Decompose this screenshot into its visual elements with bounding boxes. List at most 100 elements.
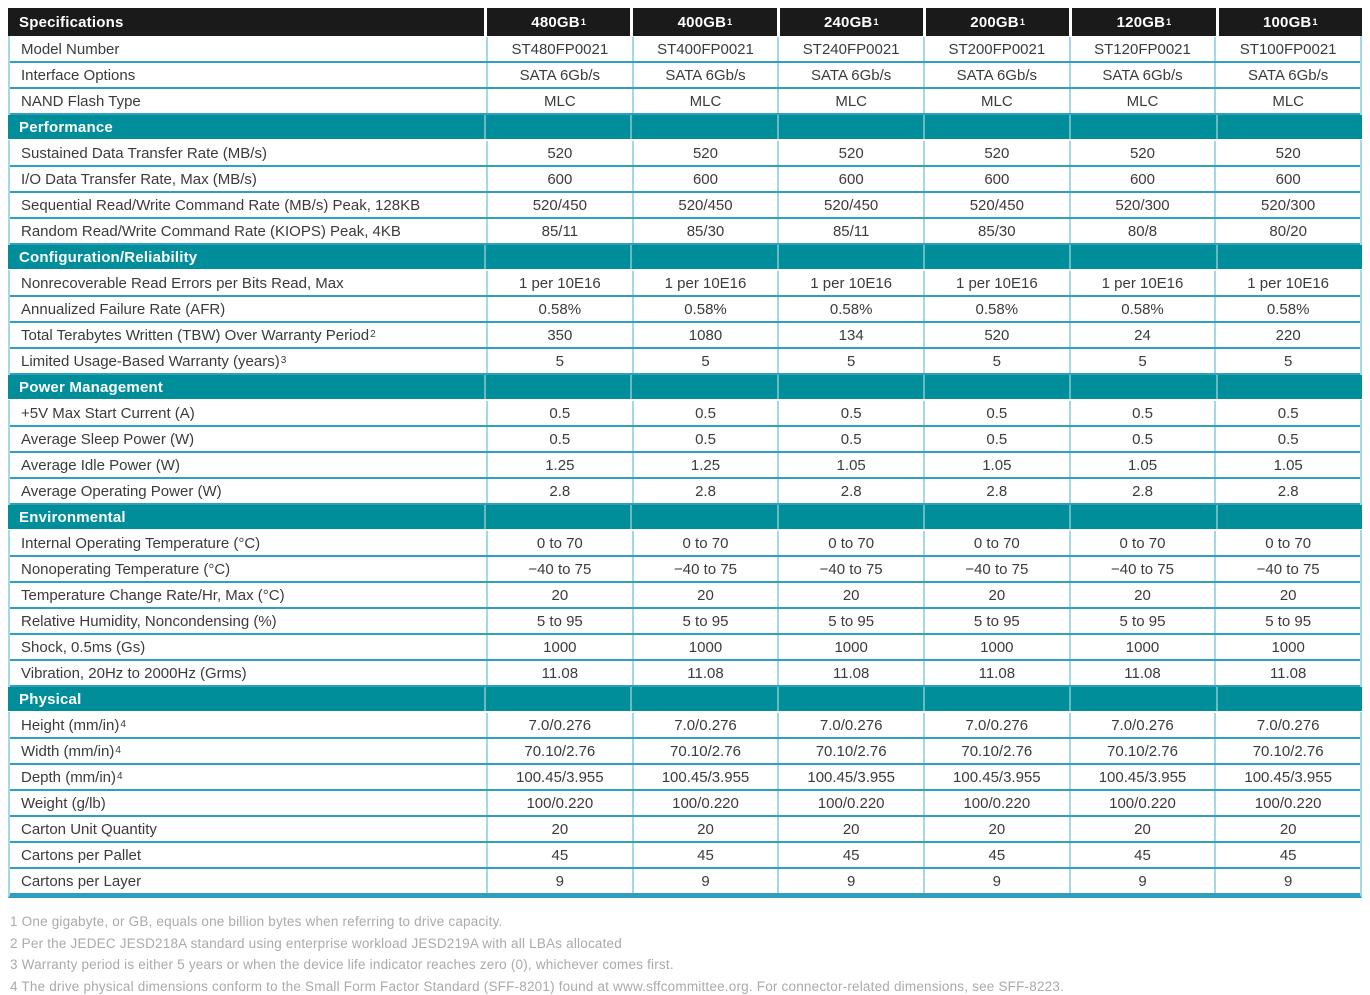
table-row: Sustained Data Transfer Rate (MB/s) 520 52… xyxy=(10,140,1360,167)
cell-value: 70.10/2.76 xyxy=(1068,739,1215,763)
row-label: Weight (g/lb) xyxy=(21,794,106,812)
row-label: Vibration, 20Hz to 2000Hz (Grms) xyxy=(21,664,247,682)
cell-value: 5 xyxy=(1068,349,1215,373)
cell-value: 0.5 xyxy=(631,427,778,451)
cell-value: 0.58% xyxy=(1068,297,1215,321)
row-label: Average Operating Power (W) xyxy=(21,482,222,500)
cell-value: 350 xyxy=(486,323,632,347)
cell-value: 85/11 xyxy=(777,219,923,243)
cell-value: 0.5 xyxy=(777,427,923,451)
footnotes: 1 One gigabyte, or GB, equals one billio… xyxy=(10,911,1360,995)
cell-value: 7.0/0.276 xyxy=(486,713,632,737)
row-label: Nonrecoverable Read Errors per Bits Read… xyxy=(21,274,344,292)
cell-value: 70.10/2.76 xyxy=(631,739,778,763)
cell-value: SATA 6Gb/s xyxy=(1214,63,1360,87)
cell-value: −40 to 75 xyxy=(1068,557,1215,581)
cell-value: 11.08 xyxy=(631,661,778,685)
section-filler xyxy=(776,115,923,139)
cell-value: 100/0.220 xyxy=(777,791,923,815)
cell-value: 11.08 xyxy=(1068,661,1215,685)
cell-value: 80/8 xyxy=(1068,219,1215,243)
cell-value: 2.8 xyxy=(1068,479,1215,503)
cell-value: 20 xyxy=(923,817,1069,841)
section-filler xyxy=(630,505,776,529)
cell-value: MLC xyxy=(923,89,1069,113)
cell-value: 1.05 xyxy=(1214,453,1360,477)
section-filler xyxy=(1215,505,1362,529)
cell-value: 0.5 xyxy=(923,401,1069,425)
row-label: I/O Data Transfer Rate, Max (MB/s) xyxy=(21,170,257,188)
section-filler xyxy=(1069,505,1215,529)
section-filler xyxy=(484,687,630,711)
cell-value: 220 xyxy=(1214,323,1360,347)
row-label: Relative Humidity, Noncondensing (%) xyxy=(21,612,277,630)
cell-value: 7.0/0.276 xyxy=(631,713,778,737)
row-label: Interface Options xyxy=(21,66,136,84)
cell-value: 20 xyxy=(1068,817,1215,841)
table-row: Cartons per Layer 9 9 9 9 9 9 xyxy=(10,869,1360,895)
cell-value: 1.05 xyxy=(777,453,923,477)
cell-value: 0.58% xyxy=(486,297,632,321)
section-filler xyxy=(484,505,630,529)
cell-value: 1080 xyxy=(631,323,778,347)
table-row: Temperature Change Rate/Hr, Max (°C) 20 20… xyxy=(10,583,1360,609)
row-label: Cartons per Layer xyxy=(21,872,142,890)
cell-value: 45 xyxy=(631,843,778,867)
cell-value: 520 xyxy=(1068,141,1215,165)
table-row: Average Idle Power (W) 1.25 1.25 1.05 1.05 1.… xyxy=(10,453,1360,479)
cell-value: 20 xyxy=(486,817,632,841)
cell-value: 5 xyxy=(777,349,923,373)
cell-value: ST200FP0021 xyxy=(923,37,1069,61)
cell-value: 7.0/0.276 xyxy=(777,713,923,737)
cell-value: 100.45/3.955 xyxy=(1068,765,1215,789)
cell-value: 1000 xyxy=(777,635,923,659)
row-label: Average Idle Power (W) xyxy=(21,456,180,474)
cell-value: 85/30 xyxy=(923,219,1069,243)
cell-value: 5 to 95 xyxy=(923,609,1069,633)
cell-value: MLC xyxy=(1214,89,1360,113)
column-header-capacity: 240GB 1 xyxy=(779,8,923,36)
cell-value: 20 xyxy=(486,583,632,607)
cell-value: 0.58% xyxy=(1214,297,1360,321)
cell-value: 520/300 xyxy=(1068,193,1215,217)
section-filler xyxy=(630,375,776,399)
cell-value: 520/450 xyxy=(631,193,778,217)
row-label: Depth (mm/in) 4 xyxy=(21,768,123,786)
cell-value: 20 xyxy=(631,817,778,841)
cell-value: 0.5 xyxy=(1068,401,1215,425)
cell-value: −40 to 75 xyxy=(777,557,923,581)
table-row: Width (mm/in) 4 70.10/2.76 70.10/2.76 70.10/… xyxy=(10,739,1360,765)
cell-value: MLC xyxy=(1068,89,1215,113)
cell-value: 85/30 xyxy=(631,219,778,243)
section-filler xyxy=(1069,245,1215,269)
table-row: Annualized Failure Rate (AFR) 0.58% 0.58% 0… xyxy=(10,297,1360,323)
row-label: Width (mm/in) 4 xyxy=(21,742,121,760)
cell-value: 0.5 xyxy=(631,401,778,425)
cell-value: SATA 6Gb/s xyxy=(631,63,778,87)
cell-value: 5 to 95 xyxy=(631,609,778,633)
cell-value: 24 xyxy=(1068,323,1215,347)
section-filler xyxy=(1215,115,1362,139)
cell-value: 100/0.220 xyxy=(1214,791,1360,815)
section-filler xyxy=(1069,687,1215,711)
section-filler xyxy=(776,687,923,711)
row-label: Annualized Failure Rate (AFR) xyxy=(21,300,226,318)
cell-value: 100/0.220 xyxy=(486,791,632,815)
cell-value: 5 to 95 xyxy=(777,609,923,633)
cell-value: SATA 6Gb/s xyxy=(1068,63,1215,87)
cell-value: MLC xyxy=(631,89,778,113)
cell-value: 1.05 xyxy=(1068,453,1215,477)
section-filler xyxy=(1069,115,1215,139)
cell-value: 0.5 xyxy=(923,427,1069,451)
footnote-line: 1 One gigabyte, or GB, equals one billio… xyxy=(10,914,503,929)
cell-value: 45 xyxy=(1214,843,1360,867)
cell-value: 520 xyxy=(486,141,632,165)
row-label: Sustained Data Transfer Rate (MB/s) xyxy=(21,144,267,162)
column-header-specifications: Specifications xyxy=(8,8,484,36)
cell-value: 0.5 xyxy=(486,401,632,425)
row-label: Average Sleep Power (W) xyxy=(21,430,195,448)
table-row: Shock, 0.5ms (Gs) 1000 1000 1000 1000 1000 100… xyxy=(10,635,1360,661)
row-label: Nonoperating Temperature (°C) xyxy=(21,560,231,578)
table-row: Average Sleep Power (W) 0.5 0.5 0.5 0.5 0.5 0.… xyxy=(10,427,1360,453)
section-title: Environmental xyxy=(19,508,126,526)
